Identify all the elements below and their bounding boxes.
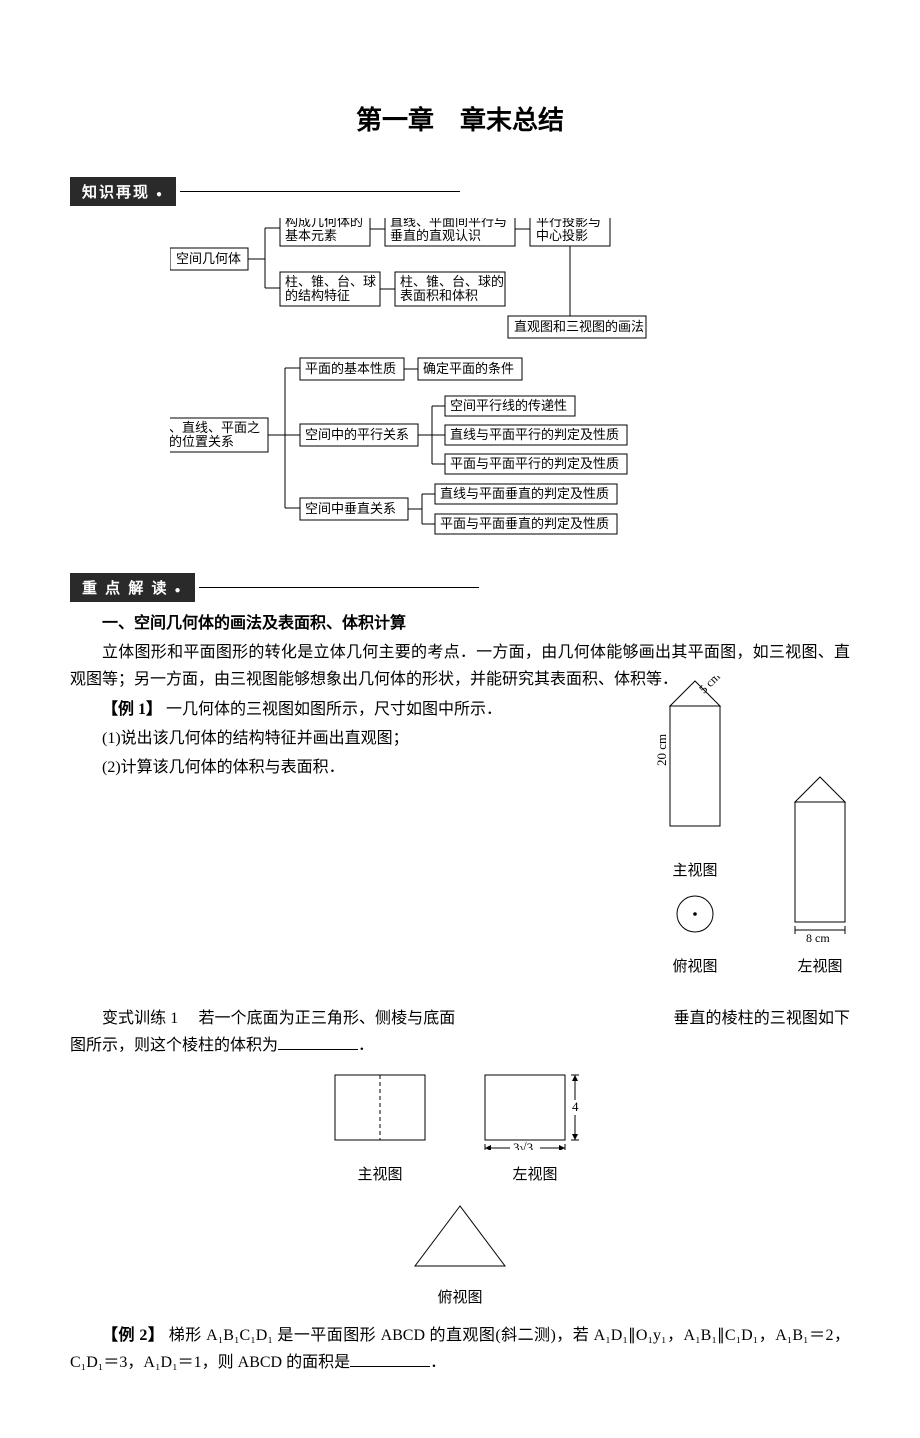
svg-text:4: 4 [572, 1099, 579, 1114]
svg-text:柱、锥、台、球: 柱、锥、台、球 [285, 274, 376, 289]
concept-map-svg: .box { fill:#ffffff; stroke:#000; stroke… [170, 218, 810, 538]
concept-map: .box { fill:#ffffff; stroke:#000; stroke… [170, 218, 850, 543]
section-key-row: 重 点 解 读 [70, 573, 850, 602]
variant-1-text-a: 若一个底面为正三角形、侧棱与底面 [198, 1010, 455, 1027]
svg-text:平面的基本性质: 平面的基本性质 [305, 361, 396, 376]
var1-top-view: 俯视图 [400, 1198, 520, 1312]
body-text: 一、空间几何体的画法及表面积、体积计算 立体图形和平面图形的转化是立体几何主要的… [70, 610, 850, 1376]
ex1-left-view: 8 cm 左视图 [780, 772, 860, 981]
svg-text:平面与平面垂直的判定及性质: 平面与平面垂直的判定及性质 [440, 516, 609, 531]
var1-front-caption: 主视图 [325, 1163, 435, 1189]
var1-top-svg [400, 1198, 520, 1273]
var1-left-view: 4 3√3 左视图 [475, 1070, 595, 1189]
variant-1-text-b: 垂直的棱柱的三视图如下图所示，则这个棱柱的体积为 [70, 1010, 850, 1054]
blank-1 [278, 1034, 358, 1050]
svg-text:平面与平面平行的判定及性质: 平面与平面平行的判定及性质 [450, 456, 619, 471]
blank-2 [350, 1351, 430, 1367]
ex1-front-view: 5 cm 20 cm 主视图 俯视图 [650, 676, 740, 981]
var1-top-caption: 俯视图 [400, 1286, 520, 1312]
svg-text:确定平面的条件: 确定平面的条件 [423, 361, 514, 376]
badge-rule-line-2 [199, 587, 479, 588]
var1-left-caption: 左视图 [475, 1163, 595, 1189]
ex1-top-svg [650, 892, 740, 942]
section-knowledge-row: 知识再现 [70, 177, 850, 206]
example-1-block: 【例 1】 一几何体的三视图如图所示，尺寸如图中所示． (1)说出该几何体的结构… [70, 696, 850, 1004]
example-2-text: 梯形 A₁B₁C₁D₁ 是一平面图形 ABCD 的直观图(斜二测)，若 A₁D₁… [70, 1327, 850, 1371]
example-1-figures: 5 cm 20 cm 主视图 俯视图 [650, 676, 860, 981]
variant-1-figures-row2: 俯视图 [70, 1198, 850, 1312]
svg-text:表面积和体积: 表面积和体积 [400, 288, 478, 303]
variant-1-figures-row1: 主视图 4 3√3 [70, 1070, 850, 1189]
svg-text:基本元素: 基本元素 [285, 228, 337, 243]
svg-text:20 cm: 20 cm [654, 733, 669, 765]
ex1-top-caption: 俯视图 [650, 955, 740, 981]
badge-rule-line [180, 191, 460, 192]
svg-text:柱、锥、台、球的: 柱、锥、台、球的 [400, 274, 504, 289]
svg-text:8 cm: 8 cm [806, 931, 830, 942]
section-knowledge-badge: 知识再现 [70, 177, 176, 206]
ex1-front-caption: 主视图 [650, 859, 740, 885]
example-1-tag: 【例 1】 [102, 701, 162, 718]
svg-text:点、直线、平面之: 点、直线、平面之 [170, 420, 260, 435]
svg-text:空间平行线的传递性: 空间平行线的传递性 [450, 398, 567, 413]
example-2-tag: 【例 2】 [102, 1327, 164, 1344]
svg-text:直观图和三视图的画法: 直观图和三视图的画法 [514, 319, 644, 334]
var1-front-svg [325, 1070, 435, 1150]
var1-front-view: 主视图 [325, 1070, 435, 1189]
var1-left-svg: 4 3√3 [475, 1070, 595, 1150]
svg-text:3√3: 3√3 [513, 1140, 533, 1150]
ex1-left-svg: 8 cm [780, 772, 860, 942]
svg-text:5 cm: 5 cm [696, 676, 723, 696]
variant-1-label: 变式训练 1 [102, 1010, 178, 1027]
svg-text:直线与平面垂直的判定及性质: 直线与平面垂直的判定及性质 [440, 486, 609, 501]
svg-text:垂直的直观认识: 垂直的直观认识 [390, 228, 481, 243]
page-title: 第一章 章末总结 [70, 100, 850, 137]
example-1-text: 一几何体的三视图如图所示，尺寸如图中所示． [166, 701, 502, 718]
svg-text:间的位置关系: 间的位置关系 [170, 434, 234, 449]
svg-text:空间中的平行关系: 空间中的平行关系 [305, 427, 409, 442]
svg-text:中心投影: 中心投影 [536, 228, 588, 243]
svg-text:的结构特征: 的结构特征 [285, 288, 350, 303]
variant-1: 变式训练 1 若一个底面为正三角形、侧棱与底面 垂直的棱柱的三视图如下图所示，则… [70, 1005, 850, 1059]
ex1-left-caption: 左视图 [780, 955, 860, 981]
heading-1: 一、空间几何体的画法及表面积、体积计算 [70, 610, 850, 637]
svg-text:直线与平面平行的判定及性质: 直线与平面平行的判定及性质 [450, 427, 619, 442]
section-key-badge: 重 点 解 读 [70, 573, 195, 602]
ex1-front-svg: 5 cm 20 cm [650, 676, 740, 846]
cm-root1: 空间几何体 [176, 251, 241, 266]
svg-text:空间中垂直关系: 空间中垂直关系 [305, 501, 396, 516]
example-2: 【例 2】 梯形 A₁B₁C₁D₁ 是一平面图形 ABCD 的直观图(斜二测)，… [70, 1322, 850, 1376]
